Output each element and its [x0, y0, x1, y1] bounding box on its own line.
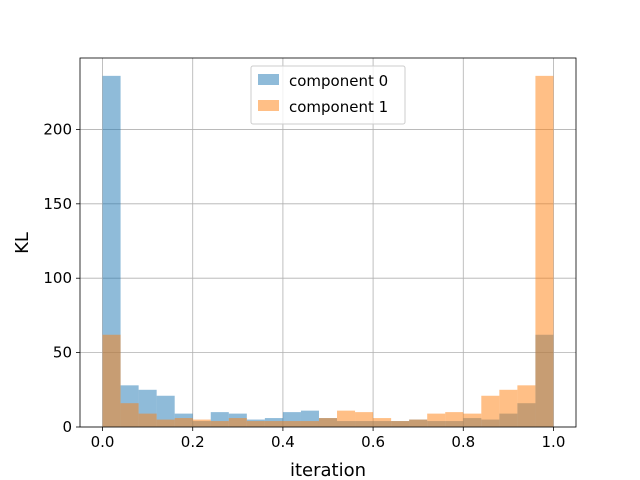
bar-component-1	[264, 421, 283, 427]
bar-component-1	[228, 418, 247, 427]
legend-box	[250, 65, 406, 125]
bar-component-1	[463, 413, 482, 427]
legend-label-component-0: component 0	[289, 72, 388, 90]
plot-frame	[79, 57, 577, 428]
bar-component-1	[192, 419, 211, 427]
x-tick-label: 0.8	[451, 433, 475, 451]
bar-component-0	[156, 395, 175, 427]
bar-component-1	[102, 334, 121, 427]
bar-component-1	[246, 421, 265, 427]
bar-component-1	[174, 418, 193, 427]
histogram-bars	[102, 75, 554, 428]
bar-component-1	[138, 413, 157, 427]
x-tick-label: 1.0	[542, 433, 566, 451]
bar-component-1	[318, 418, 338, 427]
x-tick-label: 0.0	[91, 433, 115, 451]
y-tick-label: 200	[43, 120, 72, 138]
bar-component-1	[409, 419, 428, 427]
bar-component-1	[391, 421, 410, 427]
y-tick-label: 0	[62, 418, 72, 436]
legend-swatch-component-1	[258, 100, 279, 111]
legend-swatch-component-0	[258, 74, 279, 85]
bar-component-1	[337, 410, 356, 427]
bar-component-1	[300, 421, 319, 427]
y-tick-label: 100	[43, 269, 72, 287]
legend-label-component-1: component 1	[289, 98, 388, 116]
bar-component-1	[445, 412, 464, 427]
bar-component-1	[499, 389, 518, 427]
x-tick-label: 0.2	[181, 433, 205, 451]
x-axis-label: iteration	[290, 460, 366, 480]
y-tick-label: 50	[53, 344, 72, 362]
bar-component-1	[355, 412, 374, 427]
x-tick-label: 0.6	[361, 433, 385, 451]
bar-component-1	[535, 75, 554, 428]
bar-component-1	[282, 421, 301, 427]
x-tick-label: 0.4	[271, 433, 295, 451]
bar-component-1	[481, 395, 500, 427]
bar-component-1	[156, 419, 175, 427]
bar-component-1	[373, 418, 392, 427]
bar-component-1	[120, 403, 139, 427]
bar-component-1	[210, 421, 229, 427]
legend: component 0 component 1	[250, 65, 406, 125]
bar-component-1	[427, 413, 446, 427]
y-tick-label: 150	[43, 195, 72, 213]
axis-ticks: 0.0 0.2 0.4 0.6 0.8 1.0 0 50 100 150 200	[43, 120, 565, 451]
y-axis-label: KL	[12, 232, 33, 254]
bar-component-1	[517, 385, 536, 427]
